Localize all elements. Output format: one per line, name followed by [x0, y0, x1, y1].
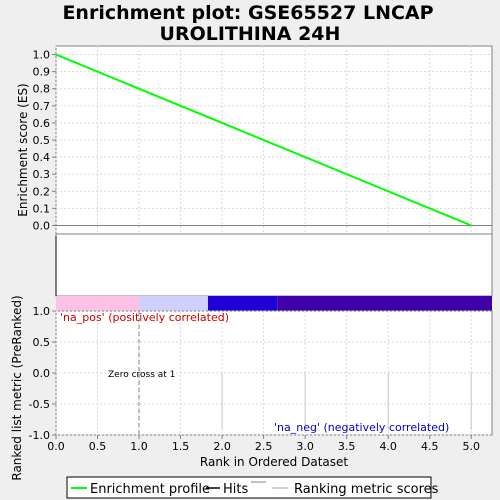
metric-score-lines [221, 373, 472, 430]
legend-label-ranking-metric: Ranking metric scores [294, 482, 439, 497]
es-series [55, 53, 472, 227]
colorbar-segment [277, 296, 492, 311]
metric-y-tick-label: 0.0 [33, 367, 51, 380]
x-axis-ticks: 0.0 0.5 1.0 1.5 2.0 2.5 3.0 3.5 4.0 4.5 5.0 [47, 435, 480, 453]
es-y-tick-label: 0.5 [33, 134, 51, 147]
x-axis-label: Rank in Ordered Dataset [200, 455, 348, 469]
metric-y-axis-label: Ranked list metric (PreRanked) [10, 295, 24, 480]
x-tick-label: 5.0 [462, 440, 480, 453]
rank-colorbar [56, 296, 492, 311]
colorbar-segment [56, 296, 140, 311]
x-tick-label: 4.0 [379, 440, 397, 453]
hits-panel [55, 233, 493, 297]
x-tick-label: 1.5 [172, 440, 190, 453]
metric-y-tick-label: 0.5 [33, 336, 51, 349]
es-y-tick-label: 0.8 [33, 83, 51, 96]
es-y-tick-label: 0.0 [33, 219, 51, 232]
x-tick-label: 2.0 [213, 440, 231, 453]
metric-y-ticks: 1.0 0.5 0.0 -0.5 -1.0 [29, 305, 56, 442]
x-tick-label: 1.0 [130, 440, 148, 453]
colorbar-segment [139, 296, 208, 311]
es-y-tick-label: 0.3 [33, 168, 51, 181]
es-y-tick-label: 0.2 [33, 185, 51, 198]
es-y-axis-label: Enrichment score (ES) [16, 83, 30, 216]
x-tick-label: 2.5 [255, 440, 273, 453]
es-y-tick-label: 0.6 [33, 117, 51, 130]
positive-correlated-label: 'na_pos' (positively correlated) [60, 311, 229, 324]
metric-y-tick-label: -0.5 [29, 398, 50, 411]
chart-title-line-1: Enrichment plot: GSE65527 LNCAP [62, 2, 433, 24]
negative-correlated-label: 'na_neg' (negatively correlated) [274, 421, 449, 434]
metric-y-tick-label: 1.0 [33, 305, 51, 318]
x-tick-label: 3.0 [296, 440, 314, 453]
x-tick-label: 3.5 [338, 440, 356, 453]
x-tick-label: 0.0 [47, 440, 65, 453]
es-y-tick-label: 0.1 [33, 202, 51, 215]
es-y-tick-label: 0.9 [33, 66, 51, 79]
es-line-enrichment-profile [55, 53, 472, 227]
legend-box [66, 476, 432, 499]
metric-y-tick-label: -1.0 [29, 429, 50, 442]
chart-title-line-2: UROLITHINA 24H [160, 23, 341, 45]
es-y-tick-label: 0.7 [33, 100, 51, 113]
zero-cross-label: Zero cross at 1 [108, 370, 175, 380]
metric-grid [55, 310, 492, 436]
es-y-tick-label: 1.0 [33, 49, 51, 62]
legend-label-enrichment-profile: Enrichment profile [90, 482, 210, 497]
legend-label-hits: Hits [223, 482, 248, 497]
es-y-tick-label: 0.4 [33, 151, 51, 164]
colorbar-segment [207, 296, 278, 311]
x-tick-label: 4.5 [421, 440, 439, 453]
es-y-ticks: 0.0 0.1 0.2 0.3 0.4 0.5 0.6 0.7 0.8 0.9 1.0 [33, 49, 56, 232]
x-tick-label: 0.5 [89, 440, 107, 453]
es-grid [55, 46, 492, 234]
